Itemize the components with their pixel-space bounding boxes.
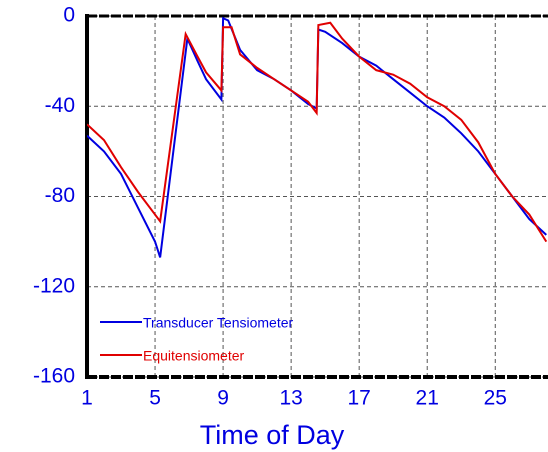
x-tick-label: 17 [347, 387, 370, 410]
plot-area [87, 16, 548, 258]
legend-label: Equitensiometer [143, 348, 245, 364]
x-tick-label: 13 [279, 387, 302, 410]
x-tick-label: 9 [217, 387, 229, 410]
x-tick-label: 25 [484, 387, 507, 410]
y-tick-label: -40 [45, 94, 75, 117]
legend-label: Transducer Tensiometer [143, 315, 294, 331]
x-tick-label: 5 [149, 387, 161, 410]
y-tick-label: 0 [63, 4, 75, 27]
x-tick-label: 1 [81, 387, 93, 410]
y-tick-label: -120 [33, 274, 75, 297]
data-line [87, 21, 548, 243]
x-axis-label: Time of Day [200, 420, 345, 450]
y-tick-label: -160 [33, 365, 75, 388]
data-line [87, 16, 547, 258]
y-tick-label: -80 [45, 184, 75, 207]
x-tick-label: 21 [416, 387, 439, 410]
